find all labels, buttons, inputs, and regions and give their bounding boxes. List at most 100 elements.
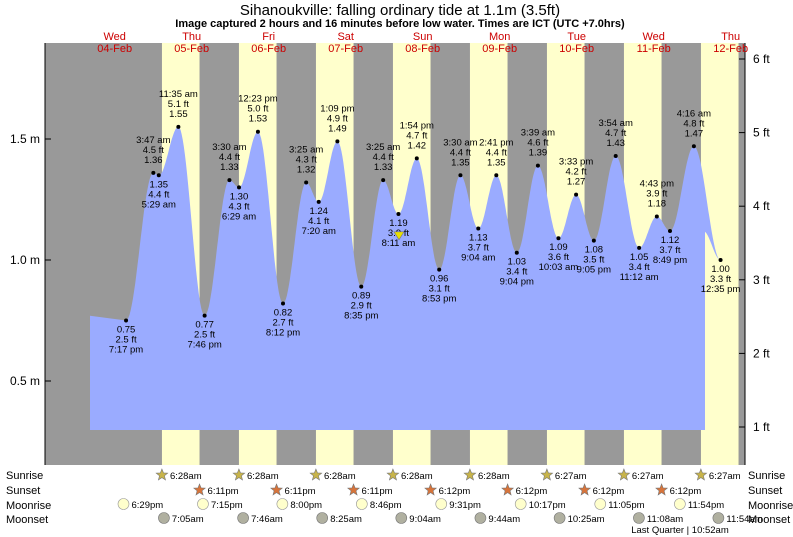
moonrise-time: 11:54pm (688, 500, 724, 511)
tide-height-ft: 2.9 ft (351, 301, 372, 312)
moonset-time: 10:25am (568, 514, 605, 525)
moonrise-time: 6:29pm (132, 500, 164, 511)
moonrise-icon (435, 498, 448, 510)
tide-time: 2:41 pm (479, 137, 513, 148)
tide-time: 3:47 am (136, 135, 170, 146)
tide-height-m: 1.30 (230, 191, 249, 202)
tide-height-m: 1.12 (661, 235, 680, 246)
moonset-icon (474, 512, 487, 524)
moonrise-icon (197, 498, 209, 510)
tide-height-ft: 4.6 ft (527, 138, 548, 149)
tide-time: 12:23 pm (238, 94, 278, 105)
chart-title: Sihanoukville: falling ordinary tide at … (240, 2, 560, 19)
tide-time: 3:54 am (599, 118, 633, 129)
tide-time: 3:33 pm (559, 157, 593, 168)
right-tick-label: 1 ft (753, 420, 770, 434)
tide-height-m: 1.47 (685, 128, 704, 139)
tide-height-m: 0.96 (430, 274, 449, 285)
moonset-icon (158, 512, 170, 524)
sunset-time: 6:11pm (362, 486, 393, 497)
tide-point (396, 212, 401, 217)
tide-height-ft: 2.5 ft (116, 335, 137, 346)
tide-point (176, 124, 181, 129)
moonset-time: 9:04am (409, 514, 441, 525)
right-tick-label: 6 ft (753, 52, 770, 66)
tide-time: 3:39 am (521, 128, 555, 139)
moonset-time: 8:25am (330, 514, 362, 525)
tide-time: 8:49 pm (653, 255, 687, 266)
current-level-marker (393, 231, 405, 241)
tide-time: 8:12 pm (266, 328, 300, 339)
moonset-time: 9:44am (488, 514, 520, 525)
day-date: 09-Feb (482, 43, 517, 55)
daylight-band (700, 43, 739, 465)
tide-height-ft: 4.5 ft (143, 145, 164, 156)
tide-height-ft: 4.7 ft (605, 128, 626, 139)
sunset-star-icon (501, 483, 515, 496)
sunset-star-icon (347, 483, 360, 496)
day-date: 11-Feb (637, 43, 671, 55)
moonrise-time: 8:46pm (370, 500, 402, 511)
tide-height-m: 1.32 (297, 165, 316, 176)
axes: 0.5 m 1.0 m 1.5 m 1 ft 2 ft 3 ft 4 ft 5 ft 6 ft (10, 43, 770, 465)
tide-height-m: 1.39 (529, 148, 548, 159)
sunset-time: 6:12pm (593, 486, 625, 497)
tide-time: 3:25 am (366, 142, 400, 153)
tide-time: 7:46 pm (187, 340, 221, 351)
moonset-time: 11:54am (726, 514, 762, 525)
tide-area (90, 126, 721, 431)
tide-height-ft: 5.1 ft (168, 99, 189, 110)
right-tick-label: 5 ft (753, 126, 770, 140)
tide-height-m: 1.33 (374, 162, 393, 173)
tide-height-ft: 3.4 ft (506, 267, 527, 278)
moonrise-icon (276, 498, 289, 510)
tide-point (591, 238, 596, 243)
day-name: Thu (182, 31, 201, 43)
sunset-star-icon (270, 483, 283, 496)
tide-time: 1:09 pm (320, 103, 354, 114)
moonset-icon (395, 512, 408, 524)
tide-time: 3:25 am (289, 145, 323, 156)
sunset-star-icon (424, 483, 438, 496)
tide-height-m: 1.18 (648, 198, 667, 209)
tide-time: 11:35 am (159, 89, 198, 100)
tide-height-ft: 4.9 ft (327, 113, 348, 124)
day-date: 06-Feb (251, 43, 286, 55)
tide-height-ft: 4.3 ft (296, 155, 317, 166)
tide-point (381, 178, 386, 183)
day-labels: Wed04-FebThu05-FebFri06-FebSat07-FebSun0… (97, 31, 748, 55)
tide-point (458, 173, 463, 178)
sunrise-time: 6:28am (247, 471, 279, 482)
tide-time: 7:20 am (302, 226, 336, 237)
day-date: 07-Feb (328, 43, 363, 55)
sunrise-star-icon (617, 468, 631, 481)
sunset-star-icon (655, 483, 669, 496)
tide-height-ft: 3.7 ft (659, 245, 680, 256)
moonrise-icon (514, 498, 527, 510)
tide-height-ft: 2.5 ft (194, 330, 215, 341)
tide-time: 5:29 am (142, 199, 176, 210)
sunset-row-label-right: Sunset (748, 485, 782, 497)
day-name: Sun (413, 31, 433, 43)
tide-height-m: 1.24 (309, 206, 328, 217)
day-date: 10-Feb (559, 43, 594, 55)
sunrise-star-icon (540, 468, 554, 481)
sun-moon-events: Sunrise Sunrise Sunset Sunset Moonrise Moonri… (6, 468, 793, 536)
tide-time: 8:53 pm (422, 294, 456, 305)
tide-point (556, 236, 561, 241)
moonset-row-label-right: Moonset (748, 514, 790, 526)
tide-height-ft: 3.4 ft (629, 262, 650, 273)
moonset-time: 7:46am (251, 514, 283, 525)
tide-time: 3:30 am (443, 137, 477, 148)
tide-point (667, 228, 672, 233)
tide-height-ft: 4.4 ft (450, 147, 471, 158)
day-name: Fri (262, 31, 275, 43)
tide-height-m: 1.27 (567, 177, 586, 188)
sunrise-time: 6:27am (555, 471, 587, 482)
day-date: 05-Feb (174, 43, 209, 55)
sunrise-star-icon (694, 468, 708, 481)
tide-point (304, 180, 309, 185)
tide-height-m: 1.05 (630, 252, 649, 263)
day-date: 04-Feb (97, 43, 132, 55)
